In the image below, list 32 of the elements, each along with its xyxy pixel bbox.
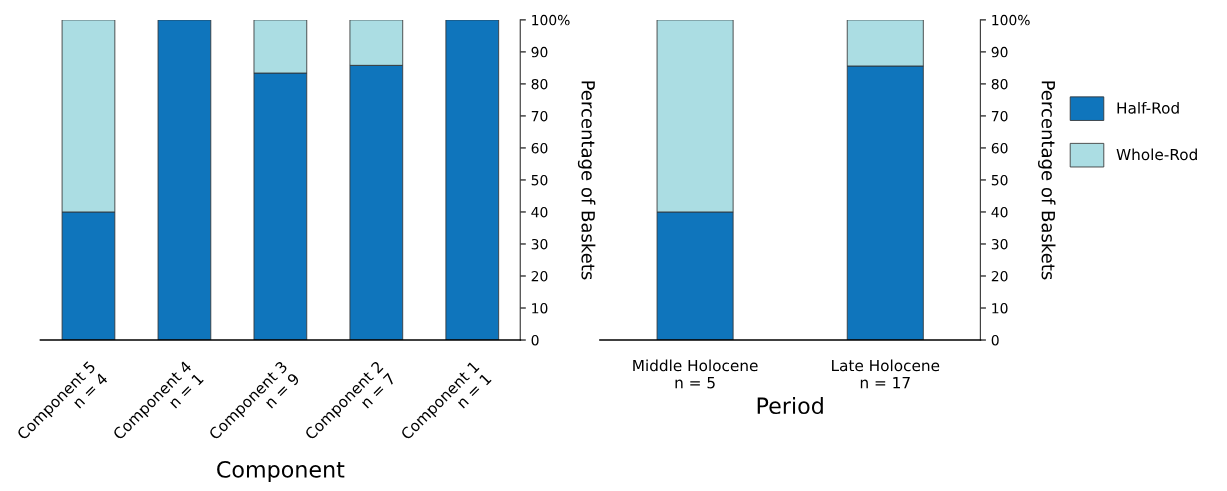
y-tick-label: 30 <box>991 238 1008 250</box>
x-axis-title: Period <box>757 396 823 415</box>
y-tick-label: 100% <box>532 14 570 26</box>
y-tick-label: 80 <box>991 78 1008 90</box>
y-tick-label: 90 <box>531 46 548 58</box>
y-tick-label: 40 <box>991 206 1008 218</box>
bar <box>445 19 500 341</box>
bar <box>157 19 212 341</box>
y-axis-title: Percentage of Baskets <box>1038 81 1056 280</box>
y-tick-label: 60 <box>991 142 1008 154</box>
y-tick-label: 90 <box>991 46 1008 58</box>
y-tick-label: 50 <box>531 174 548 186</box>
y-tick-label: 50 <box>991 174 1008 186</box>
y-tick-label: 70 <box>991 110 1008 122</box>
y-tick-label: 30 <box>531 238 548 250</box>
y-tick-label: 40 <box>531 206 548 218</box>
y-tick-label: 60 <box>531 142 548 154</box>
x-tick-label: Late Holocene n = 17 <box>832 359 940 389</box>
y-tick-label: 10 <box>992 302 1008 314</box>
y-tick-label: 80 <box>531 78 548 90</box>
y-tick-label: 20 <box>991 270 1008 282</box>
y-tick-label: 70 <box>531 110 548 122</box>
y-tick-label: 100% <box>992 14 1030 26</box>
y-tick-label: 20 <box>531 270 548 282</box>
legend-label: Whole-Rod <box>1116 148 1197 161</box>
y-tick-label: 10 <box>532 302 548 314</box>
x-axis-title: Component <box>217 460 345 483</box>
x-tick-label: Middle Holocene n = 5 <box>633 359 758 389</box>
y-tick-label: 0 <box>531 334 539 346</box>
legend-label: Half-Rod <box>1117 101 1179 114</box>
y-tick-label: 0 <box>991 334 999 346</box>
y-axis-title: Percentage of Baskets <box>577 81 596 280</box>
